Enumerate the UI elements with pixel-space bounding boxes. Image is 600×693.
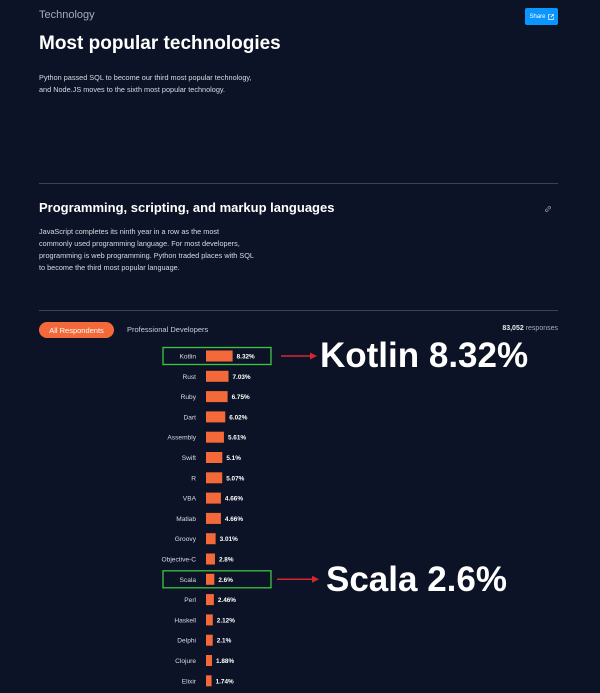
- category-label-objective-c: Objective-C: [162, 557, 197, 564]
- bar-clojure: [206, 655, 213, 666]
- external-link-icon: [547, 13, 554, 20]
- value-label-kotlin: 8.32%: [237, 354, 255, 361]
- category-label-matlab: Matlab: [176, 516, 196, 523]
- value-label-haskell: 2.12%: [217, 617, 235, 624]
- responses-label: responses: [525, 325, 558, 332]
- annotation-scala: Scala 2.6%: [326, 560, 507, 599]
- value-label-assembly: 5.61%: [228, 435, 246, 442]
- bar-groovy: [206, 533, 216, 545]
- value-label-vba: 4.66%: [225, 496, 243, 503]
- tab-professional-developers[interactable]: Professional Developers: [127, 325, 209, 334]
- category-label-delphi: Delphi: [177, 638, 196, 645]
- value-label-clojure: 1.88%: [216, 658, 234, 665]
- category-label-assembly: Assembly: [167, 435, 196, 442]
- category-label-groovy: Groovy: [175, 536, 197, 543]
- value-label-groovy: 3.01%: [220, 536, 238, 543]
- highlight-box-scala: [162, 570, 272, 589]
- category-label-dart: Dart: [184, 414, 197, 421]
- bar-delphi: [206, 634, 213, 646]
- category-label-kotlin: Kotlin: [180, 354, 197, 361]
- bar-matlab: [206, 512, 221, 524]
- bar-elixir: [206, 675, 212, 687]
- value-label-objective-c: 2.8%: [219, 557, 234, 564]
- category-label-rust: Rust: [182, 374, 196, 381]
- share-button[interactable]: Share: [525, 8, 558, 25]
- bar-haskell: [206, 614, 213, 626]
- bar-kotlin: [206, 350, 233, 362]
- value-label-elixir: 1.74%: [216, 678, 234, 685]
- value-label-delphi: 2.1%: [217, 638, 232, 645]
- highlight-box-kotlin: [162, 346, 272, 366]
- bar-rust: [206, 370, 229, 382]
- value-label-rust: 7.03%: [232, 374, 250, 381]
- responses-number: 83,052: [502, 325, 524, 332]
- intro-text: Python passed SQL to become our third mo…: [39, 73, 252, 94]
- arrow-head-scala: [312, 575, 319, 583]
- bar-objective-c: [206, 553, 215, 565]
- category-label-vba: VBA: [183, 496, 197, 503]
- chart-divider: [39, 310, 558, 311]
- responses-count: 83,052 responses: [502, 325, 558, 332]
- category-label-haskell: Haskell: [174, 617, 196, 624]
- bar-scala: [206, 573, 215, 585]
- value-label-swift: 5.1%: [226, 455, 241, 462]
- section-description: JavaScript completes its ninth year in a…: [39, 227, 254, 272]
- share-button-label: Share: [529, 13, 546, 20]
- language-bar-chart: Kotlin 8.32% Rust 7.03% Ruby 6.75% Dart 6.02% As…: [162, 346, 319, 687]
- value-label-scala: 2.6%: [218, 577, 233, 584]
- arrow-head-kotlin: [310, 352, 317, 360]
- annotation-kotlin: Kotlin 8.32%: [320, 336, 529, 375]
- value-label-matlab: 4.66%: [225, 516, 243, 523]
- category-label-clojure: Clojure: [175, 658, 196, 665]
- bar-perl: [206, 594, 214, 606]
- value-label-r: 5.07%: [226, 475, 244, 482]
- link-icon[interactable]: [544, 205, 552, 213]
- category-label-perl: Perl: [184, 597, 196, 604]
- section-divider: [39, 183, 558, 184]
- page-title: Most popular technologies: [39, 33, 281, 54]
- bar-swift: [206, 452, 223, 463]
- bar-assembly: [206, 431, 224, 443]
- category-label-ruby: Ruby: [181, 394, 197, 401]
- category-label-r: R: [191, 475, 196, 482]
- category-label-swift: Swift: [182, 455, 196, 462]
- category-label-scala: Scala: [180, 577, 197, 584]
- value-label-dart: 6.02%: [229, 414, 247, 421]
- bar-r: [206, 472, 223, 484]
- section-title: Programming, scripting, and markup langu…: [39, 200, 335, 215]
- bar-dart: [206, 411, 226, 423]
- value-label-ruby: 6.75%: [232, 394, 250, 401]
- value-label-perl: 2.46%: [218, 597, 236, 604]
- tab-all-respondents[interactable]: All Respondents: [39, 322, 114, 338]
- bar-vba: [206, 492, 221, 504]
- bar-ruby: [206, 391, 228, 403]
- breadcrumb: Technology: [39, 9, 95, 21]
- category-label-elixir: Elixir: [182, 678, 197, 685]
